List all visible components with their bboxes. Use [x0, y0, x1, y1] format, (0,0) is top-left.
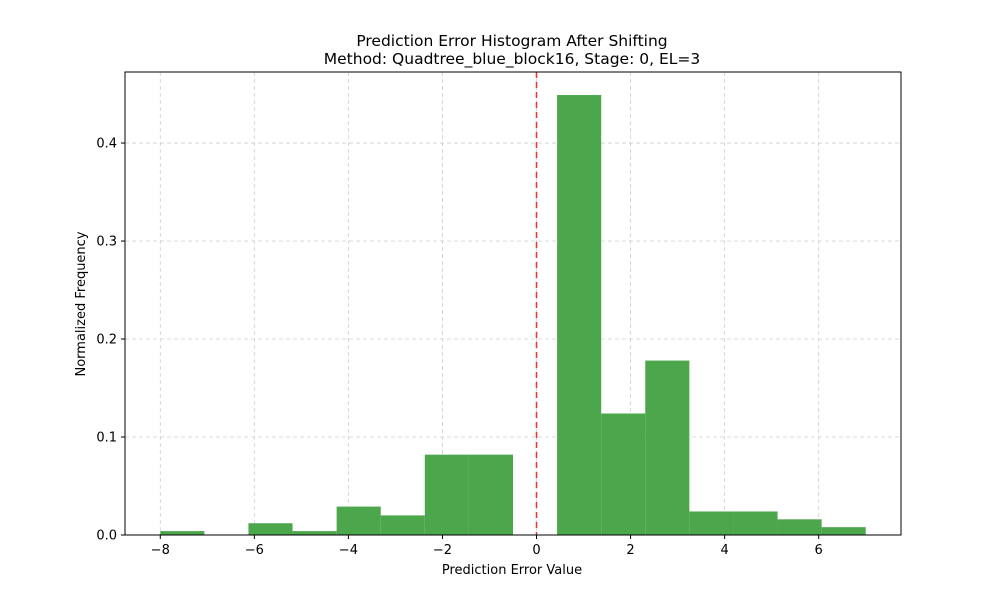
histogram-bar — [160, 531, 205, 535]
x-tick-label: −4 — [339, 543, 358, 558]
x-tick-label: −2 — [433, 543, 452, 558]
x-tick-label: −8 — [151, 543, 170, 558]
histogram-bar — [689, 511, 734, 535]
x-axis-label: Prediction Error Value — [442, 563, 582, 578]
histogram-bar — [557, 95, 602, 535]
x-tick-label: −6 — [245, 543, 264, 558]
histogram-bar — [468, 454, 513, 535]
x-axis-ticks: −8 −6 −4 −2 0 2 4 6 — [151, 535, 823, 558]
chart-subtitle: Method: Quadtree_blue_block16, Stage: 0,… — [324, 50, 700, 69]
histogram-bar — [336, 506, 381, 535]
histogram-bar — [292, 531, 337, 535]
histogram-bar — [777, 519, 822, 535]
x-tick-label: 2 — [626, 543, 634, 558]
histogram-bars — [160, 95, 866, 535]
histogram-bar — [821, 527, 866, 535]
x-tick-label: 0 — [532, 543, 540, 558]
histogram-bar — [248, 523, 293, 535]
histogram-bar — [380, 515, 425, 535]
plot-frame — [124, 71, 902, 536]
histogram-bar — [733, 511, 778, 535]
histogram-bar — [601, 413, 646, 535]
y-axis-ticks: 0.0 0.1 0.2 0.3 0.4 — [96, 137, 125, 544]
histogram-bar — [424, 454, 469, 535]
histogram-bar — [645, 360, 690, 535]
x-tick-label: 6 — [815, 543, 823, 558]
y-tick-label: 0.0 — [96, 529, 117, 544]
y-tick-label: 0.1 — [96, 431, 117, 446]
y-tick-label: 0.2 — [96, 333, 117, 348]
x-tick-label: 4 — [720, 543, 728, 558]
y-tick-label: 0.4 — [96, 137, 117, 152]
y-axis-label: Normalized Frequency — [74, 231, 89, 376]
y-tick-label: 0.3 — [96, 235, 117, 250]
chart-title: Prediction Error Histogram After Shiftin… — [356, 32, 667, 50]
